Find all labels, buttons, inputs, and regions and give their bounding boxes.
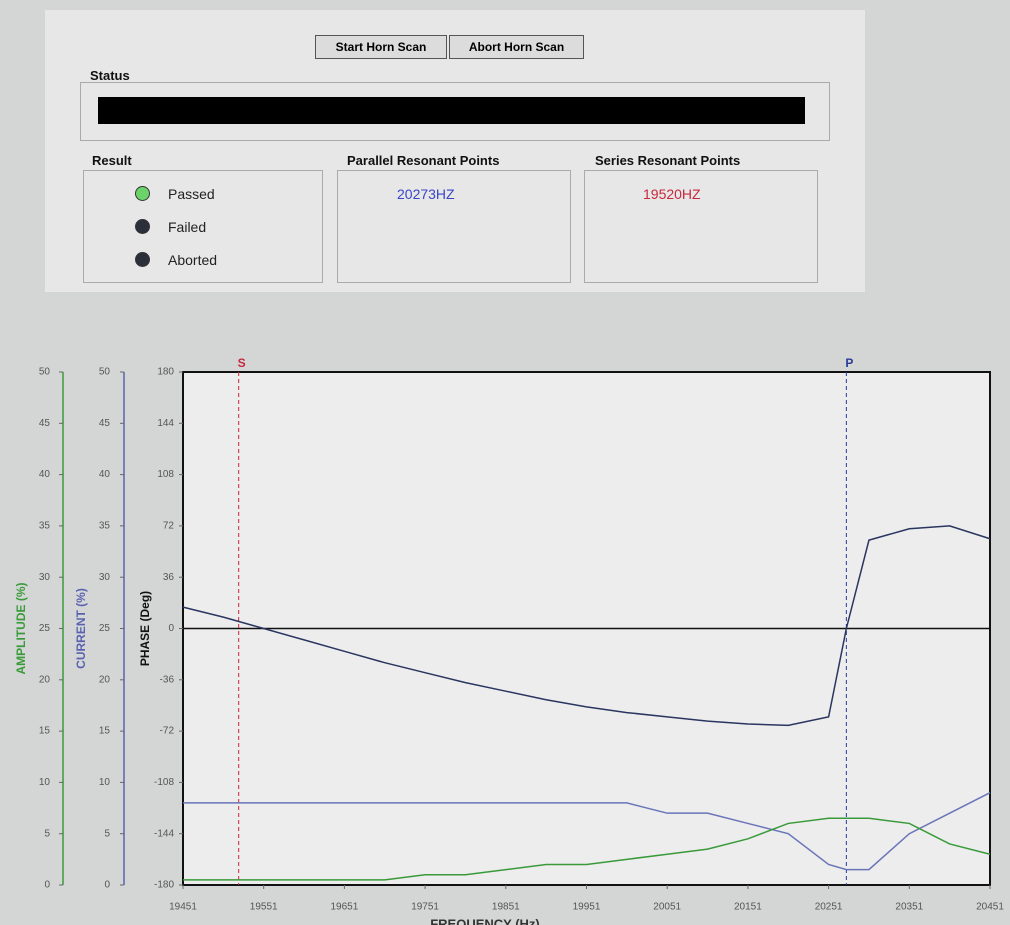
y-tick-label: 35 <box>99 521 111 532</box>
x-tick-label: 20051 <box>653 902 681 913</box>
y-tick-label: 45 <box>99 418 111 429</box>
status-label: Status <box>90 68 130 83</box>
y-tick-label: 45 <box>39 418 51 429</box>
y-tick-label: -108 <box>154 777 174 788</box>
y-tick-label: 108 <box>157 469 174 480</box>
page: Start Horn Scan Abort Horn Scan Status R… <box>0 0 1010 925</box>
y-tick-label: 0 <box>104 880 110 891</box>
failed-label: Failed <box>168 219 206 235</box>
marker-label: S <box>238 356 246 370</box>
y-tick-label: 30 <box>99 572 111 583</box>
y-tick-label: 5 <box>104 828 110 839</box>
parallel-title: Parallel Resonant Points <box>347 153 499 168</box>
y-axis-title: AMPLITUDE (%) <box>14 583 28 675</box>
x-tick-label: 20251 <box>815 902 843 913</box>
x-tick-label: 19551 <box>250 902 278 913</box>
y-tick-label: 180 <box>157 367 174 378</box>
aborted-label: Aborted <box>168 252 217 268</box>
y-tick-label: 36 <box>163 572 175 583</box>
x-tick-label: 19651 <box>330 902 358 913</box>
start-button[interactable]: Start Horn Scan <box>315 35 447 59</box>
y-tick-label: 15 <box>99 726 111 737</box>
x-tick-label: 19951 <box>573 902 601 913</box>
y-tick-label: 40 <box>99 469 111 480</box>
y-tick-label: 72 <box>163 521 175 532</box>
status-bar <box>98 97 805 124</box>
y-tick-label: -36 <box>160 674 175 685</box>
y-tick-label: 10 <box>39 777 51 788</box>
y-tick-label: 50 <box>39 367 51 378</box>
failed-indicator <box>135 219 150 234</box>
passed-label: Passed <box>168 186 215 202</box>
series-value: 19520HZ <box>643 186 701 202</box>
y-tick-label: 25 <box>39 623 51 634</box>
y-tick-label: 15 <box>39 726 51 737</box>
y-tick-label: -144 <box>154 828 174 839</box>
x-tick-label: 19751 <box>411 902 439 913</box>
x-tick-label: 20151 <box>734 902 762 913</box>
y-tick-label: 20 <box>99 674 111 685</box>
x-axis-title: FREQUENCY (Hz) <box>430 916 540 925</box>
y-tick-label: 144 <box>157 418 174 429</box>
series-title: Series Resonant Points <box>595 153 740 168</box>
x-tick-label: 19451 <box>169 902 197 913</box>
series-box <box>584 170 818 283</box>
y-tick-label: -72 <box>160 726 175 737</box>
y-axis-title: CURRENT (%) <box>74 588 88 669</box>
y-tick-label: 5 <box>44 828 50 839</box>
y-tick-label: 30 <box>39 572 51 583</box>
passed-indicator <box>135 186 150 201</box>
y-tick-label: -180 <box>154 880 174 891</box>
chart: 0 5 10 15 20 25 30 35 40 45 50 AMPLITUDE (%) 0 5 10 15 2… <box>0 340 1010 925</box>
y-tick-label: 10 <box>99 777 111 788</box>
y-tick-label: 0 <box>168 623 174 634</box>
y-tick-label: 25 <box>99 623 111 634</box>
marker-label: P <box>845 356 853 370</box>
y-tick-label: 20 <box>39 674 51 685</box>
x-tick-label: 19851 <box>492 902 520 913</box>
y-axis-title: PHASE (Deg) <box>138 591 152 666</box>
result-title: Result <box>92 153 132 168</box>
x-tick-label: 20351 <box>895 902 923 913</box>
abort-button[interactable]: Abort Horn Scan <box>449 35 584 59</box>
y-tick-label: 0 <box>44 880 50 891</box>
parallel-value: 20273HZ <box>397 186 455 202</box>
y-tick-label: 35 <box>39 521 51 532</box>
y-tick-label: 40 <box>39 469 51 480</box>
x-tick-label: 20451 <box>976 902 1004 913</box>
aborted-indicator <box>135 252 150 267</box>
y-tick-label: 50 <box>99 367 111 378</box>
